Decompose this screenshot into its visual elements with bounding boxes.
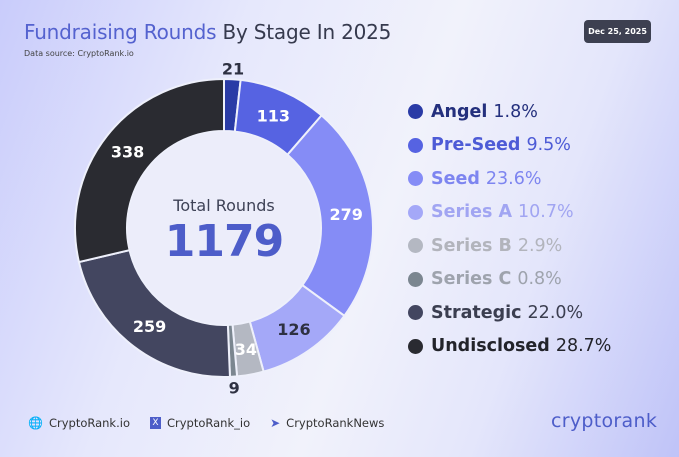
legend-item: Undisclosed 28.7% [408, 330, 611, 364]
footer-link-label: CryptoRank_io [166, 416, 251, 430]
footer-link-label: CryptoRank.io [48, 416, 130, 430]
legend-percent: 0.8% [517, 269, 562, 290]
legend-dot [408, 104, 423, 120]
legend-dot [408, 238, 423, 254]
legend-item: Strategic 22.0% [408, 296, 611, 330]
title-highlight: Fundraising Rounds [24, 20, 217, 44]
legend-item: Series C 0.8% [408, 263, 611, 297]
legend-item: Series B 2.9% [408, 229, 611, 263]
legend-percent: 2.9% [517, 235, 563, 256]
footer-link-label: CryptoRankNews [286, 416, 385, 430]
legend-name: Strategic [431, 302, 522, 323]
data-label: 34 [235, 340, 257, 359]
legend-name: Angel [431, 101, 488, 122]
legend: Angel 1.8% Pre-Seed 9.5% Seed 23.6% Series A 10… [408, 95, 611, 363]
telegram-icon: ➤ [270, 416, 281, 430]
legend-dot [408, 137, 423, 153]
legend-item: Seed 23.6% [408, 162, 611, 196]
date-badge: Dec 25, 2025 [584, 20, 651, 43]
legend-item: Series A 10.7% [408, 196, 611, 230]
legend-percent: 10.7% [518, 202, 574, 223]
legend-dot [408, 338, 423, 354]
data-label: 259 [133, 317, 166, 336]
brand-logo: cryptorank [551, 410, 658, 432]
legend-name: Series B [431, 235, 512, 256]
legend-percent: 28.7% [555, 336, 612, 357]
legend-percent: 9.5% [526, 135, 571, 156]
footer-link-telegram[interactable]: ➤ CryptoRankNews [270, 416, 384, 430]
total-value: 1179 [164, 216, 284, 267]
footer: 🌐 CryptoRank.io X CryptoRank_io ➤ CryptoRan… [28, 416, 404, 430]
page-title: Fundraising Rounds By Stage In 2025 [24, 20, 391, 44]
legend-percent: 1.8% [493, 101, 538, 122]
data-label: 126 [277, 320, 310, 339]
legend-name: Seed [431, 168, 480, 189]
legend-name: Series A [431, 202, 513, 223]
title-rest: By Stage In 2025 [222, 20, 392, 44]
data-label: 21 [222, 59, 244, 78]
x-icon: X [149, 417, 161, 429]
footer-link-website[interactable]: 🌐 CryptoRank.io [28, 416, 130, 430]
data-label: 279 [330, 205, 363, 224]
legend-percent: 23.6% [485, 168, 542, 189]
legend-item: Angel 1.8% [408, 95, 611, 129]
legend-dot [408, 305, 423, 321]
data-source: Data source: CryptoRank.io [24, 49, 134, 58]
data-label: 113 [257, 106, 290, 125]
legend-name: Undisclosed [431, 336, 550, 357]
donut-hole [128, 132, 320, 324]
legend-dot [408, 171, 423, 187]
data-label: 9 [229, 379, 240, 398]
legend-name: Series C [431, 269, 512, 290]
legend-dot [408, 271, 423, 287]
legend-name: Pre-Seed [431, 135, 521, 156]
slice-undisclosed [74, 77, 225, 264]
footer-link-x[interactable]: X CryptoRank_io [149, 416, 251, 430]
legend-dot [408, 204, 423, 220]
data-label: 338 [111, 143, 144, 162]
center-label: Total Rounds [173, 196, 275, 215]
globe-icon: 🌐 [28, 416, 43, 430]
legend-percent: 22.0% [527, 302, 584, 323]
legend-item: Pre-Seed 9.5% [408, 129, 611, 163]
